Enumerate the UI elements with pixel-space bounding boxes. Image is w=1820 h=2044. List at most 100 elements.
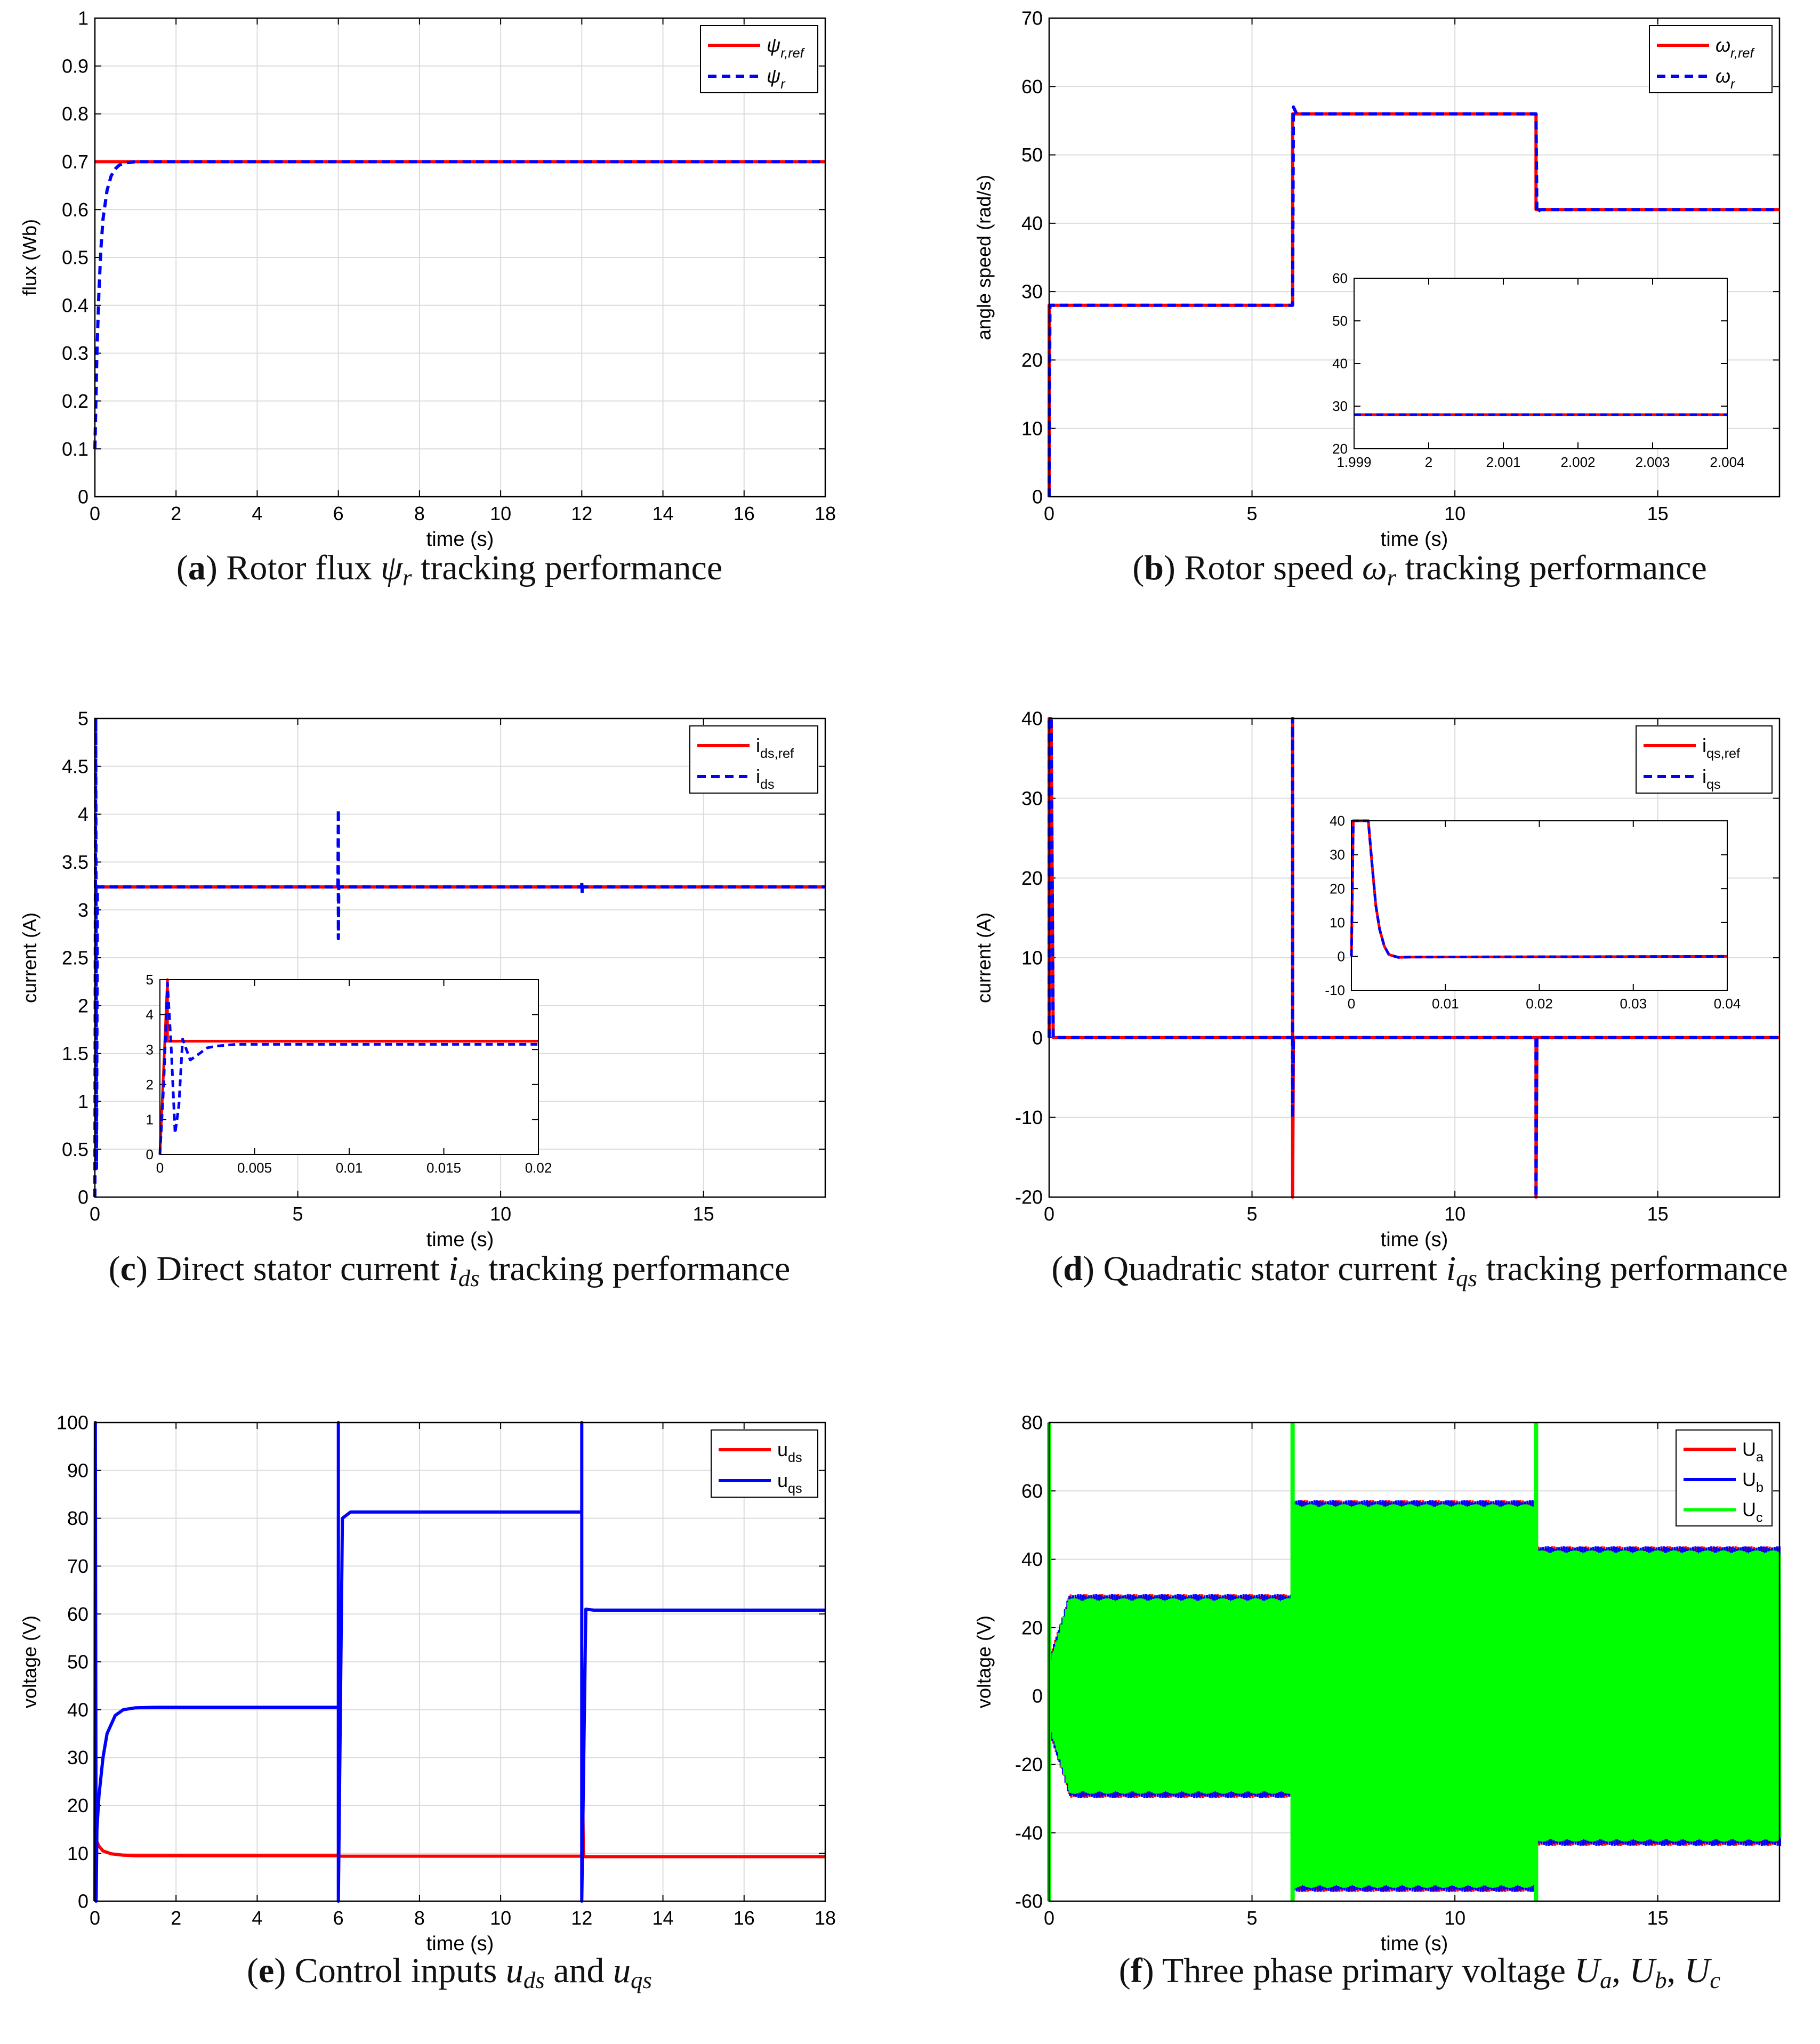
y-tick-label: 20	[1332, 441, 1348, 457]
caption-e: (e) Control inputs uds and uqs	[247, 1951, 652, 1994]
x-tick-label: 2	[171, 1907, 181, 1929]
caption-symbol: ψ	[380, 548, 402, 587]
caption-symbol: U	[1684, 1951, 1710, 1990]
y-tick-label: 0.7	[62, 151, 88, 173]
legend-label: Ub	[1742, 1468, 1763, 1495]
y-tick-label: 0.4	[62, 294, 88, 316]
y-tick-label: 90	[67, 1459, 88, 1481]
x-tick-label: 10	[1444, 1907, 1465, 1929]
x-tick-label: 8	[414, 503, 425, 524]
caption-tag: e	[259, 1951, 275, 1990]
caption-symbol: i	[1446, 1249, 1456, 1288]
x-tick-label: 0	[90, 1203, 100, 1225]
axes-frame	[1048, 1421, 1781, 1902]
legend-label: iqs	[1702, 765, 1721, 792]
x-tick-label: 0.005	[237, 1160, 272, 1176]
legend-label: ids	[756, 765, 775, 792]
y-tick-label: 4	[146, 1007, 154, 1023]
legend: ψr,ref ψr	[700, 25, 818, 93]
x-tick-label: 0	[1044, 1203, 1054, 1225]
voltage-band	[1069, 1604, 1293, 1789]
caption-b: (b) Rotor speed ωr tracking performance	[1132, 548, 1707, 591]
y-tick-label: 0	[78, 1891, 88, 1912]
series-line	[1048, 105, 1779, 497]
x-tick-label: 0	[1044, 503, 1054, 524]
x-tick-label: 15	[1647, 503, 1669, 524]
chart-e: 0 2 4 6 8 10 12 14 16 18 0 10 20 30 40 50 60 70 80 90 100 tim…	[19, 1412, 836, 1955]
x-tick-label: 10	[490, 503, 511, 524]
x-tick-label: 0.01	[336, 1160, 363, 1176]
y-tick-label: 20	[1021, 349, 1043, 371]
caption-f: (f) Three phase primary voltage Ua, Ub, …	[1118, 1951, 1721, 1994]
series-line	[93, 160, 825, 449]
x-tick-label: 5	[1247, 503, 1258, 524]
x-tick-label: 10	[490, 1203, 511, 1225]
y-tick-label: 5	[146, 972, 154, 988]
x-tick-label: 2	[1425, 454, 1432, 470]
y-tick-label: 20	[1330, 880, 1345, 896]
x-tick-label: 6	[333, 1907, 344, 1929]
legend-label: ωr,ref	[1716, 34, 1755, 61]
x-tick-label: 2.001	[1486, 454, 1520, 470]
x-tick-label: 12	[571, 503, 592, 524]
voltage-band	[1292, 1509, 1536, 1883]
y-tick-label: 20	[1021, 867, 1043, 889]
y-tick-label: 80	[67, 1507, 88, 1529]
caption-symbol: ω	[1362, 548, 1387, 587]
inset-series-line	[158, 978, 538, 1155]
y-tick-label: 1.5	[62, 1043, 88, 1064]
x-tick-label: 0	[1044, 1907, 1054, 1929]
caption-symbol: U	[1574, 1951, 1600, 1990]
x-tick-label: 4	[252, 1907, 262, 1929]
x-tick-label: 14	[653, 1907, 674, 1929]
y-axis-label: current (A)	[973, 912, 995, 1003]
x-tick-label: 0.04	[1714, 996, 1741, 1012]
y-tick-label: 0.5	[62, 1138, 88, 1160]
voltage-band	[1049, 1604, 1070, 1789]
axes-frame	[94, 1421, 826, 1902]
y-tick-label: 30	[1330, 847, 1345, 863]
y-tick-label: 2	[146, 1077, 154, 1093]
y-tick-label: 60	[1021, 76, 1043, 98]
y-tick-label: -10	[1325, 982, 1345, 998]
y-tick-label: -20	[1015, 1186, 1043, 1208]
x-tick-label: 16	[734, 503, 755, 524]
y-tick-label: 10	[1330, 915, 1345, 931]
y-tick-label: 40	[1332, 356, 1348, 371]
y-tick-label: 0.2	[62, 390, 88, 412]
x-axis-label: time (s)	[1381, 1229, 1448, 1251]
plot-area	[1354, 278, 1727, 449]
chart-b-inset: 1.999 2 2.001 2.002 2.003 2.004 20 30 40 50 60	[1332, 270, 1744, 470]
y-tick-label: -60	[1015, 1891, 1043, 1912]
legend: ωr,ref ωr	[1649, 25, 1773, 93]
x-axis-label: time (s)	[426, 1933, 494, 1955]
y-tick-label: -10	[1015, 1106, 1043, 1128]
caption-symbol: u	[613, 1951, 631, 1990]
legend-box	[700, 25, 818, 93]
y-tick-label: 40	[1021, 212, 1043, 234]
y-tick-label: 3.5	[62, 851, 88, 873]
y-tick-label: -20	[1015, 1754, 1043, 1775]
y-tick-label: 1	[78, 7, 88, 29]
inset-series-line	[158, 982, 538, 1155]
caption-subscript: ds	[458, 1265, 480, 1292]
x-tick-label: 14	[653, 503, 674, 524]
y-tick-label: 80	[1021, 1412, 1043, 1434]
y-tick-label: 60	[67, 1603, 88, 1625]
caption-symbol: u	[505, 1951, 524, 1990]
x-tick-label: 10	[490, 1907, 511, 1929]
plot-area	[160, 980, 538, 1154]
y-tick-label: 30	[1021, 787, 1043, 809]
caption-symbol: i	[448, 1249, 458, 1288]
y-tick-label: -40	[1015, 1822, 1043, 1844]
x-tick-label: 0.02	[1526, 996, 1553, 1012]
series-line	[93, 717, 825, 1198]
x-tick-label: 10	[1444, 1203, 1465, 1225]
x-tick-label: 10	[1444, 503, 1465, 524]
legend-label: Uc	[1742, 1499, 1763, 1525]
x-tick-label: 5	[1247, 1907, 1258, 1929]
y-tick-label: 60	[1332, 270, 1348, 286]
x-tick-label: 2.002	[1560, 454, 1595, 470]
y-tick-label: 0.8	[62, 103, 88, 125]
